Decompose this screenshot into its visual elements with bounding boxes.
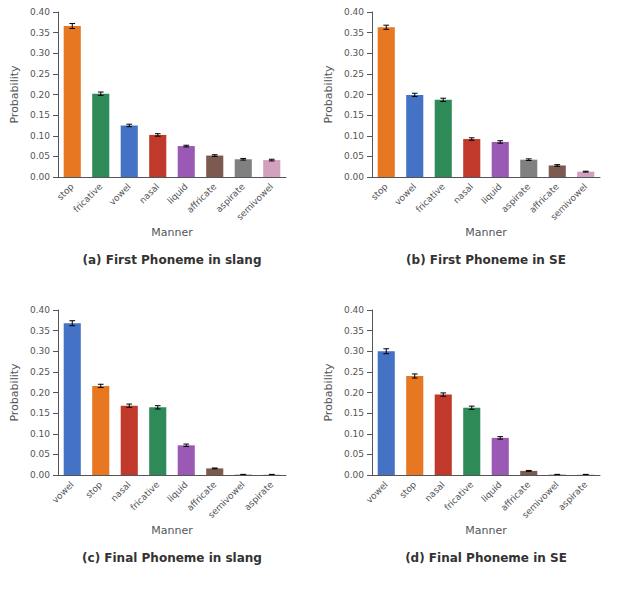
svg-text:0.30: 0.30 (30, 48, 50, 58)
svg-text:(b) First Phoneme in SE: (b) First Phoneme in SE (406, 253, 566, 267)
svg-text:0.30: 0.30 (30, 346, 50, 356)
svg-text:(c) Final Phoneme in slang: (c) Final Phoneme in slang (82, 551, 262, 565)
svg-text:stop: stop (369, 181, 390, 202)
svg-text:fricative: fricative (414, 181, 447, 214)
svg-text:0.10: 0.10 (30, 131, 50, 141)
svg-text:0.00: 0.00 (344, 470, 364, 480)
svg-text:Manner: Manner (151, 524, 193, 537)
svg-text:0.20: 0.20 (30, 90, 50, 100)
svg-text:0.20: 0.20 (344, 90, 364, 100)
svg-text:stop: stop (397, 479, 418, 500)
svg-text:Manner: Manner (465, 226, 507, 239)
svg-text:aspirate: aspirate (213, 181, 247, 215)
svg-text:nasal: nasal (451, 181, 475, 205)
svg-text:0.05: 0.05 (30, 151, 50, 161)
svg-text:0.15: 0.15 (344, 110, 364, 120)
svg-text:semivowel: semivowel (520, 479, 561, 520)
svg-text:affricate: affricate (527, 181, 561, 215)
svg-text:affricate: affricate (185, 181, 219, 215)
svg-text:0.25: 0.25 (30, 367, 50, 377)
svg-text:nasal: nasal (109, 479, 133, 503)
svg-text:semivowel: semivowel (235, 181, 276, 222)
svg-text:Probability: Probability (322, 65, 335, 124)
svg-text:0.35: 0.35 (344, 326, 364, 336)
svg-text:semivowel: semivowel (206, 479, 247, 520)
svg-text:vowel: vowel (393, 181, 419, 207)
svg-text:Manner: Manner (465, 524, 507, 537)
svg-text:fricative: fricative (442, 479, 475, 512)
svg-text:0.05: 0.05 (344, 449, 364, 459)
svg-text:0.40: 0.40 (30, 7, 50, 17)
svg-text:0.20: 0.20 (344, 388, 364, 398)
svg-text:liquid: liquid (479, 479, 503, 503)
svg-text:Probability: Probability (322, 363, 335, 422)
svg-text:affricate: affricate (498, 479, 533, 513)
svg-text:fricative: fricative (71, 181, 104, 214)
svg-text:vowel: vowel (50, 479, 76, 505)
svg-text:0.40: 0.40 (344, 7, 364, 17)
svg-text:fricative: fricative (128, 479, 161, 512)
svg-text:stop: stop (55, 181, 76, 202)
svg-text:liquid: liquid (479, 181, 503, 205)
svg-text:0.05: 0.05 (344, 151, 364, 161)
svg-text:0.35: 0.35 (344, 28, 364, 38)
svg-text:affricate: affricate (184, 479, 219, 513)
svg-text:0.00: 0.00 (344, 172, 364, 182)
svg-text:aspirate: aspirate (556, 479, 589, 512)
svg-text:liquid: liquid (165, 479, 189, 503)
svg-text:0.25: 0.25 (344, 69, 364, 79)
svg-text:nasal: nasal (423, 479, 447, 503)
svg-text:Probability: Probability (8, 363, 21, 422)
svg-text:0.35: 0.35 (30, 326, 50, 336)
svg-text:0.20: 0.20 (30, 388, 50, 398)
svg-text:0.25: 0.25 (30, 69, 50, 79)
svg-text:0.15: 0.15 (344, 408, 364, 418)
svg-text:semivowel: semivowel (549, 181, 590, 222)
svg-text:0.40: 0.40 (30, 305, 50, 315)
svg-text:0.35: 0.35 (30, 28, 50, 38)
svg-text:aspirate: aspirate (242, 479, 275, 512)
svg-text:(d) Final Phoneme in SE: (d) Final Phoneme in SE (405, 551, 567, 565)
svg-text:Manner: Manner (151, 226, 193, 239)
svg-text:0.30: 0.30 (344, 346, 364, 356)
svg-text:vowel: vowel (107, 181, 133, 207)
svg-text:stop: stop (83, 479, 104, 500)
svg-text:0.25: 0.25 (344, 367, 364, 377)
svg-text:Probability: Probability (8, 65, 21, 124)
svg-text:nasal: nasal (137, 181, 161, 205)
svg-text:0.15: 0.15 (30, 408, 50, 418)
svg-text:aspirate: aspirate (499, 181, 533, 215)
svg-text:0.05: 0.05 (30, 449, 50, 459)
svg-text:0.40: 0.40 (344, 305, 364, 315)
svg-text:0.30: 0.30 (344, 48, 364, 58)
svg-text:0.00: 0.00 (30, 470, 50, 480)
svg-text:liquid: liquid (165, 181, 189, 205)
svg-text:0.00: 0.00 (30, 172, 50, 182)
svg-text:0.10: 0.10 (344, 131, 364, 141)
svg-text:0.10: 0.10 (30, 429, 50, 439)
svg-text:vowel: vowel (364, 479, 390, 505)
svg-text:0.15: 0.15 (30, 110, 50, 120)
svg-text:(a) First Phoneme in slang: (a) First Phoneme in slang (83, 253, 262, 267)
svg-text:0.10: 0.10 (344, 429, 364, 439)
